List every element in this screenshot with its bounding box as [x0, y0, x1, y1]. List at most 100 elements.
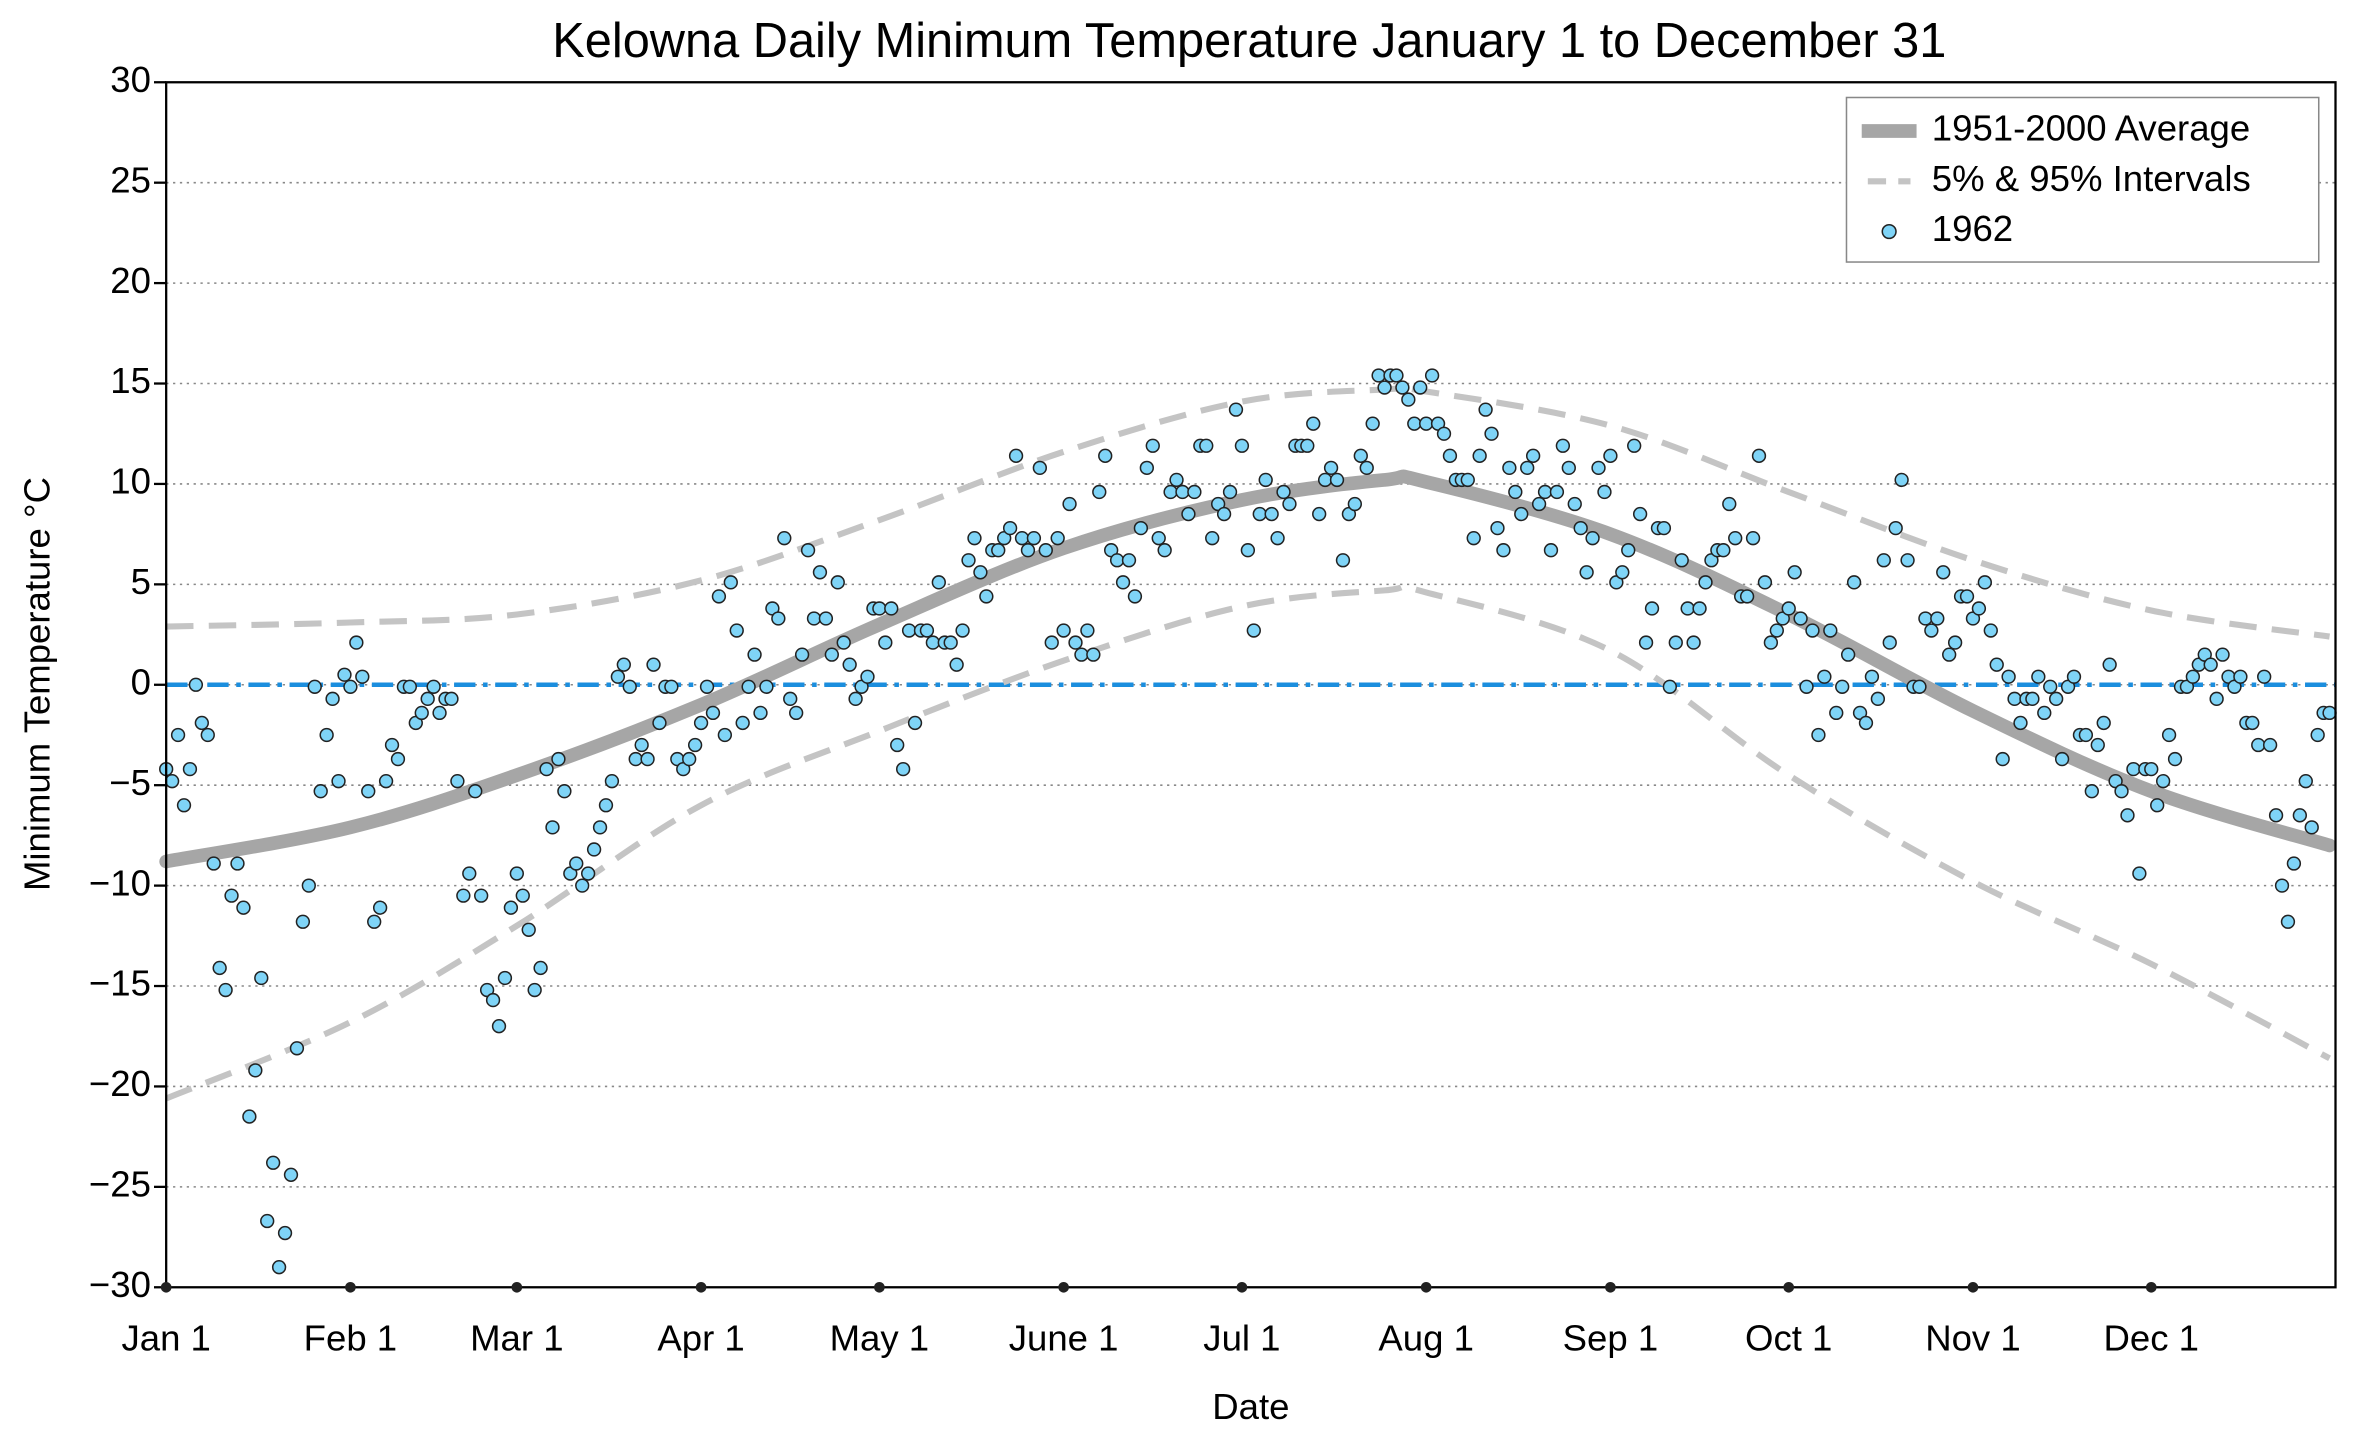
data-point — [1098, 448, 1113, 463]
x-tick — [874, 1281, 885, 1293]
data-point — [2025, 691, 2040, 706]
data-point — [1876, 553, 1891, 568]
data-point — [1139, 460, 1154, 476]
data-point — [569, 856, 584, 871]
data-point — [551, 751, 566, 767]
data-point — [789, 705, 804, 721]
data-point — [1419, 416, 1434, 431]
data-point — [343, 679, 358, 694]
x-tick — [345, 1281, 356, 1293]
data-point — [372, 900, 388, 915]
data-point — [1858, 715, 1874, 731]
data-point — [604, 774, 620, 789]
x-tick-label: Oct 1 — [1745, 1317, 1832, 1358]
data-point — [1680, 601, 1695, 616]
data-point — [2215, 647, 2230, 662]
data-point — [2144, 761, 2159, 777]
data-point — [545, 820, 560, 835]
data-point — [1745, 531, 1761, 546]
x-tick-label: Feb 1 — [304, 1317, 397, 1358]
data-point — [1644, 601, 1660, 616]
data-point — [1728, 531, 1743, 546]
data-point — [2102, 657, 2117, 672]
data-point — [1508, 484, 1523, 500]
data-point — [925, 635, 941, 650]
data-point — [580, 866, 596, 881]
data-point — [1763, 635, 1779, 650]
y-tick-label: 30 — [110, 59, 151, 100]
data-point — [1472, 448, 1487, 463]
axes: −30 −25 −20 −15 −10 −5 0 5 10 15 20 25 30 Jan 1 Feb 1 M… — [89, 59, 2199, 1358]
x-tick — [1783, 1281, 1795, 1293]
data-point — [1092, 484, 1107, 500]
data-point — [2245, 715, 2260, 731]
data-point — [319, 727, 334, 743]
data-point — [1014, 531, 1030, 546]
data-point — [426, 679, 441, 694]
data-point — [1121, 553, 1137, 568]
data-point — [1959, 589, 1975, 604]
data-point — [1080, 623, 1095, 638]
data-point — [901, 623, 917, 638]
data-point — [1781, 601, 1796, 616]
data-point — [1068, 635, 1083, 650]
data-point — [2049, 691, 2064, 706]
data-point — [1062, 496, 1077, 512]
data-point — [1698, 575, 1713, 590]
y-tick-label: −20 — [89, 1063, 151, 1104]
data-point — [842, 657, 857, 672]
data-point — [474, 888, 489, 903]
data-point — [1323, 460, 1339, 476]
data-point — [432, 705, 447, 721]
data-point — [961, 553, 976, 568]
data-point — [218, 982, 233, 998]
data-point — [2257, 669, 2272, 684]
data-point — [2132, 866, 2147, 881]
data-point — [509, 866, 524, 881]
data-point — [533, 960, 548, 976]
data-point — [1888, 520, 1903, 536]
data-point — [1478, 402, 1493, 417]
data-point — [1490, 520, 1505, 536]
data-point — [1496, 543, 1511, 558]
data-point — [503, 900, 519, 915]
data-point — [1840, 647, 1856, 662]
data-point — [1591, 460, 1606, 476]
data-point — [1716, 543, 1731, 558]
x-tick — [695, 1281, 707, 1293]
data-point — [2120, 808, 2135, 823]
data-point — [806, 611, 822, 626]
y-tick-label: 20 — [110, 260, 151, 301]
data-point — [1692, 601, 1707, 616]
data-point — [188, 677, 204, 692]
data-point — [824, 647, 839, 662]
data-point — [1258, 472, 1273, 488]
data-point — [361, 784, 376, 799]
data-point — [979, 589, 994, 604]
data-point — [646, 657, 661, 672]
data-point — [598, 798, 614, 813]
data-point — [741, 679, 756, 694]
x-tick — [2145, 1281, 2157, 1293]
data-point — [1912, 679, 1927, 694]
y-tick-label: −30 — [89, 1264, 151, 1305]
data-point — [1930, 611, 1945, 626]
data-point — [1918, 611, 1933, 626]
data-point — [1145, 438, 1160, 453]
data-point — [1615, 565, 1630, 580]
data-point — [1757, 575, 1773, 590]
data-point — [2084, 784, 2099, 799]
data-point — [705, 705, 721, 721]
x-axis-label: Date — [1212, 1386, 1289, 1427]
data-point — [1864, 669, 1880, 684]
data-point — [1401, 392, 1416, 407]
data-point — [1627, 438, 1642, 453]
data-point — [907, 715, 923, 731]
data-point — [527, 982, 542, 998]
data-point — [456, 888, 471, 903]
data-point — [444, 691, 459, 706]
data-point — [1579, 565, 1594, 580]
y-tick-label: −15 — [89, 963, 151, 1004]
data-point — [2233, 669, 2248, 684]
data-point — [860, 669, 875, 684]
